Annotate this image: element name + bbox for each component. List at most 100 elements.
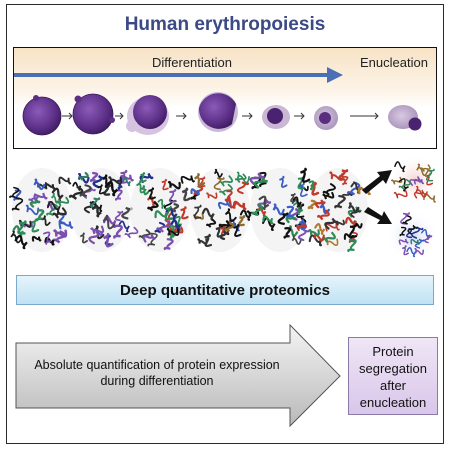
quantification-arrow (15, 323, 341, 428)
cell-stage-1 (22, 95, 62, 136)
protein-squiggle (308, 180, 315, 191)
protein-squiggle (236, 181, 250, 195)
protein-squiggle (402, 215, 412, 225)
protein-squiggle (89, 171, 99, 183)
protein-squiggle (181, 187, 191, 202)
protein-squiggle (314, 223, 326, 235)
protein-squiggle (140, 172, 147, 183)
differentiation-label: Differentiation (152, 55, 232, 70)
protein-squiggle (166, 225, 177, 240)
protein-squiggle (104, 180, 119, 197)
protein-squiggle (29, 198, 41, 208)
segregation-box: Protein segregation after enucleation (348, 337, 438, 415)
protein-squiggle (394, 161, 406, 173)
protein-squiggle (154, 210, 169, 221)
protein-squiggle (138, 229, 151, 240)
protein-squiggle (399, 226, 407, 237)
protein-squiggle (307, 199, 317, 210)
protein-squiggle (193, 173, 206, 188)
protein-squiggle (197, 238, 208, 245)
protein-squiggle (78, 171, 89, 181)
protein-squiggle (206, 218, 217, 228)
protein-squiggle (238, 215, 246, 227)
protein-squiggle (413, 189, 427, 199)
protein-squiggle (9, 186, 20, 199)
protein-squiggle (88, 230, 104, 245)
differentiation-arrow (14, 67, 343, 83)
protein-squiggle (25, 204, 40, 216)
protein-squiggle (420, 164, 431, 172)
protein-squiggle (233, 223, 242, 238)
protein-squiggle (213, 177, 225, 191)
protein-squiggle (30, 218, 40, 233)
protein-squiggle (299, 219, 307, 230)
protein-squiggle (33, 192, 48, 202)
protein-squiggle (154, 221, 166, 234)
protein-squiggle (258, 195, 270, 211)
cell-stage-2 (72, 93, 115, 135)
protein-squiggle (44, 236, 55, 246)
cell-stage-3 (126, 95, 169, 135)
protein-squiggle (346, 181, 361, 196)
protein-squiggle (180, 175, 196, 184)
protein-squiggle (224, 190, 233, 202)
protein-squiggle (349, 223, 358, 238)
protein-squiggle (236, 171, 250, 184)
protein-squiggle (393, 189, 408, 199)
protein-squiggle (407, 224, 418, 235)
protein-squiggle (292, 196, 302, 208)
protein-squiggle (52, 207, 67, 219)
protein-squiggle (90, 225, 105, 235)
protein-squiggle (147, 195, 157, 207)
protein-squiggle (17, 220, 27, 235)
protein-squiggle (28, 193, 39, 203)
protein-squiggle (310, 181, 320, 196)
protein-squiggle (122, 177, 131, 187)
protein-squiggle (299, 167, 311, 183)
protein-squiggle (11, 197, 24, 211)
protein-squiggle (201, 207, 215, 221)
protein-squiggle (283, 227, 292, 239)
segregation-arrows (362, 170, 392, 224)
protein-squiggle (44, 183, 56, 190)
protein-squiggle (103, 232, 114, 248)
protein-squiggle (169, 188, 177, 203)
protein-squiggle (291, 235, 302, 245)
protein-squiggle (170, 219, 182, 231)
protein-squiggle (415, 185, 428, 198)
protein-squiggle (219, 183, 233, 196)
protein-squiggle (97, 184, 105, 195)
protein-squiggle (14, 234, 28, 250)
protein-squiggle (46, 200, 61, 214)
protein-squiggle (341, 191, 353, 200)
protein-squiggle (190, 188, 200, 196)
protein-squiggle (161, 178, 169, 191)
protein-squiggle (118, 220, 130, 233)
protein-squiggle (218, 220, 230, 229)
protein-squiggle (136, 180, 147, 194)
protein-squiggle (414, 247, 424, 255)
protein-squiggle (50, 192, 61, 204)
protein-squiggle (414, 238, 425, 249)
protein-squiggle (81, 186, 96, 199)
protein-squiggle (139, 172, 154, 184)
protein-squiggle (89, 201, 103, 213)
protein-squiggle (35, 209, 45, 222)
protein-squiggle (43, 231, 52, 245)
protein-squiggle (298, 182, 308, 198)
protein-squiggle (308, 234, 323, 247)
protein-squiggle (317, 209, 330, 221)
protein-squiggle (424, 234, 433, 244)
cell-stage-4 (198, 92, 238, 132)
protein-squiggle (329, 171, 344, 181)
protein-squiggle (342, 176, 349, 186)
protein-squiggle (322, 183, 336, 196)
protein-squiggle (224, 222, 235, 233)
protein-squiggle (251, 203, 264, 217)
protein-squiggle (425, 168, 435, 182)
protein-squiggle (112, 224, 123, 239)
protein-squiggle (58, 176, 72, 185)
protein-squiggle (90, 197, 101, 209)
protein-squiggle (167, 180, 181, 190)
protein-squiggle (147, 232, 158, 247)
